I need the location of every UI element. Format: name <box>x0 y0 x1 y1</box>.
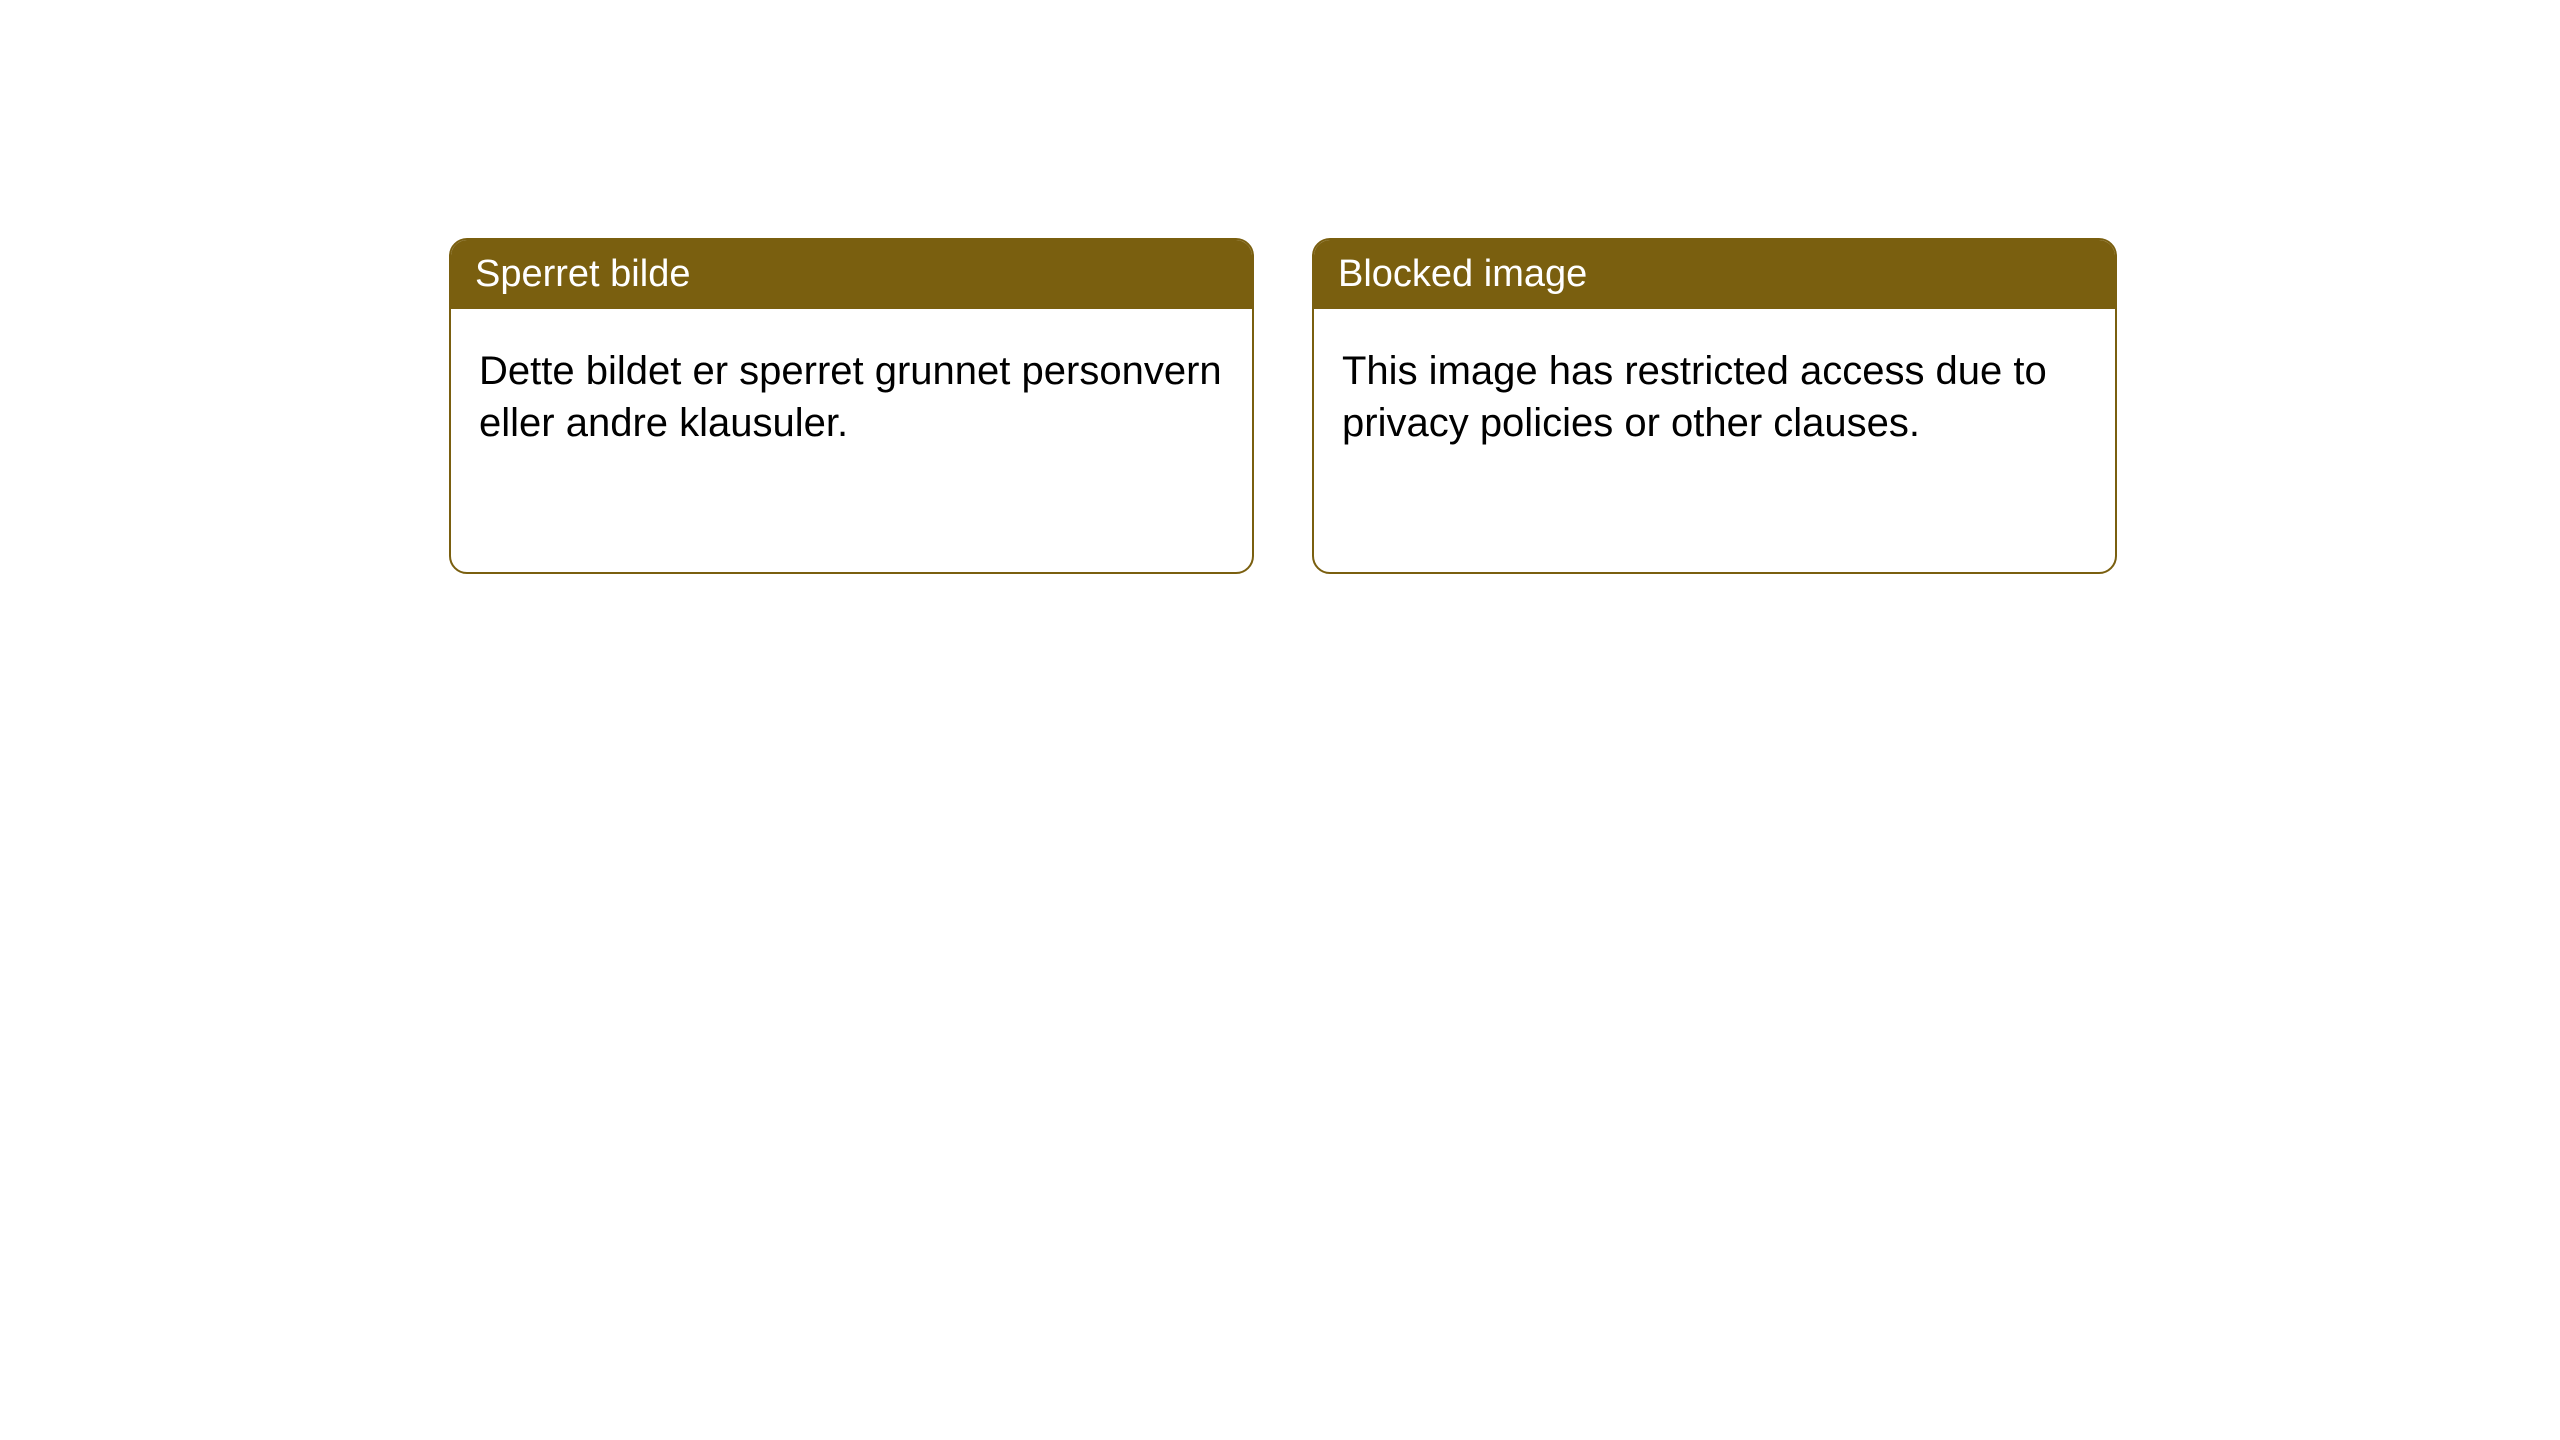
blocked-image-card-no: Sperret bilde Dette bildet er sperret gr… <box>449 238 1254 574</box>
card-header-en: Blocked image <box>1314 240 2115 309</box>
card-header-no: Sperret bilde <box>451 240 1252 309</box>
blocked-image-card-en: Blocked image This image has restricted … <box>1312 238 2117 574</box>
card-body-en: This image has restricted access due to … <box>1314 309 2115 485</box>
notice-cards-container: Sperret bilde Dette bildet er sperret gr… <box>449 238 2117 574</box>
card-body-no: Dette bildet er sperret grunnet personve… <box>451 309 1252 485</box>
